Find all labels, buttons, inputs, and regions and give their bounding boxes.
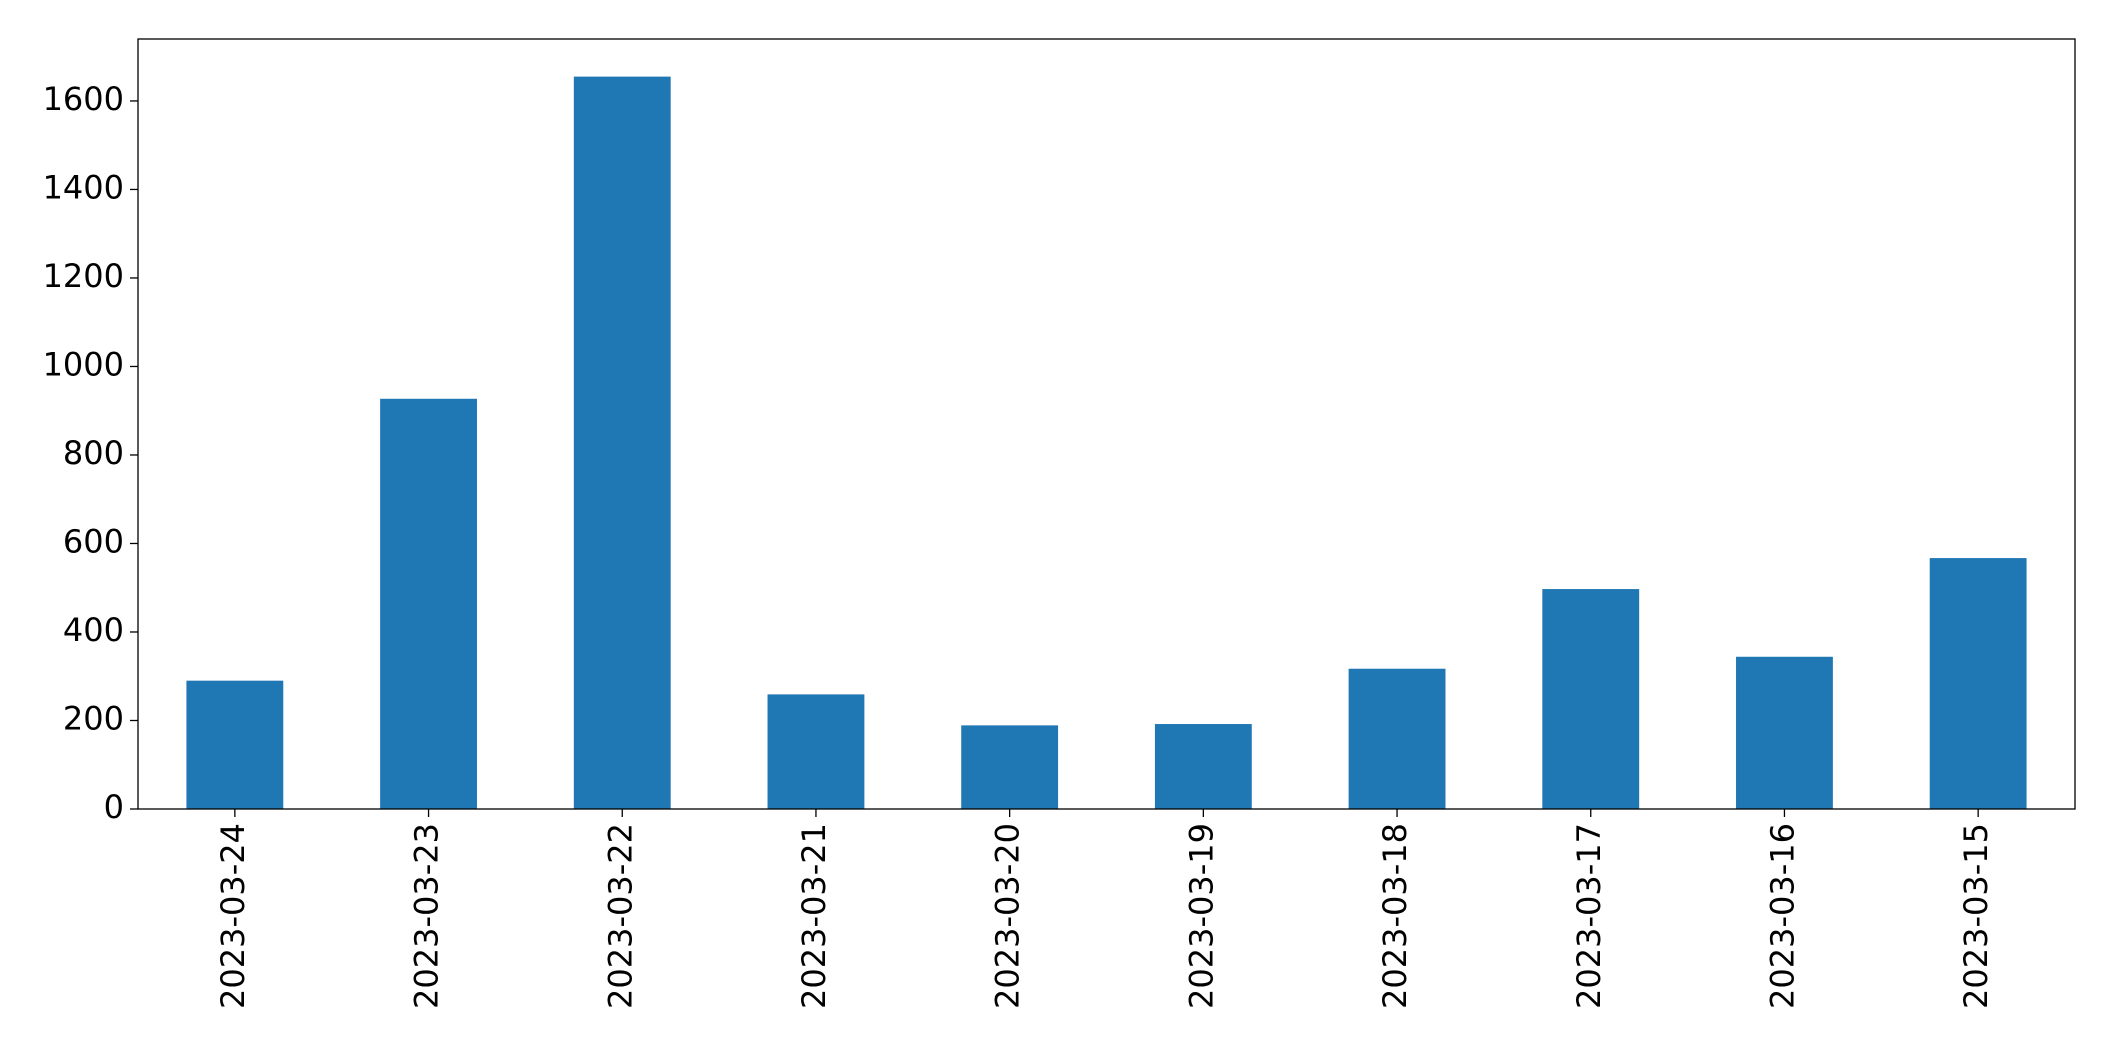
y-tick-label: 1400 (43, 168, 124, 206)
bar (1542, 589, 1640, 809)
bar (1348, 668, 1446, 809)
bar (380, 398, 477, 809)
y-tick-label: 800 (63, 434, 124, 472)
y-tick-label: 0 (104, 788, 124, 826)
y-tick-label: 600 (63, 522, 124, 560)
x-tick-label: 2023-03-20 (989, 823, 1027, 1009)
x-tick-label: 2023-03-22 (601, 823, 639, 1009)
y-tick-label: 200 (63, 699, 124, 737)
x-tick-label: 2023-03-21 (795, 823, 833, 1009)
bar (186, 680, 284, 809)
x-tick-label: 2023-03-16 (1763, 823, 1801, 1009)
bar (573, 76, 671, 810)
bar (1929, 558, 2027, 809)
y-tick-label: 400 (63, 611, 124, 649)
x-tick-label: 2023-03-24 (214, 823, 252, 1009)
x-tick-label: 2023-03-17 (1570, 823, 1608, 1009)
y-tick-label: 1000 (43, 345, 124, 383)
x-tick-label: 2023-03-18 (1376, 823, 1414, 1009)
x-tick-label: 2023-03-15 (1957, 823, 1995, 1009)
bar (961, 725, 1059, 809)
x-tick-label: 2023-03-23 (408, 823, 446, 1009)
y-tick-label: 1200 (43, 257, 124, 295)
x-tick-label: 2023-03-19 (1182, 823, 1220, 1009)
bar (1154, 724, 1252, 809)
bar (767, 694, 865, 809)
y-tick-label: 1600 (43, 80, 124, 118)
bar (1736, 656, 1833, 809)
plot-frame (137, 38, 2076, 810)
